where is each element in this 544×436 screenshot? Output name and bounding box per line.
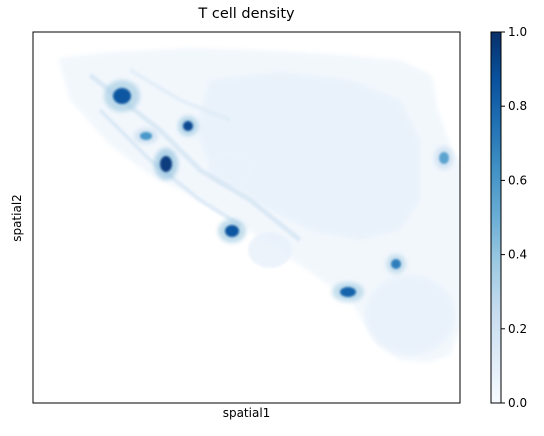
hotspot (113, 88, 131, 104)
tissue-lobe-left (208, 152, 252, 188)
hotspot (340, 287, 356, 297)
hotspot (439, 152, 449, 164)
tissue-lobe-lower-right (365, 275, 455, 355)
axes-frame (32, 31, 461, 404)
hotspot (225, 225, 239, 237)
chart-title: T cell density (198, 6, 295, 22)
hotspot (140, 132, 152, 140)
hotspot (183, 121, 193, 131)
colorbar-tick-label: 0.4 (508, 248, 527, 262)
colorbar-tick-label: 1.0 (508, 25, 527, 39)
tissue-layer (58, 48, 460, 362)
colorbar-tick-label: 0.0 (508, 396, 527, 410)
colorbar-tick-label: 0.8 (508, 99, 527, 113)
colorbar (490, 31, 502, 404)
tissue-lobe-mid (248, 232, 292, 268)
colorbar-tick-label: 0.2 (508, 322, 527, 336)
x-axis-label: spatial1 (222, 406, 271, 420)
hotspot (160, 156, 172, 172)
colorbar-tick-label: 0.6 (508, 173, 527, 187)
hotspot (391, 259, 401, 269)
tissue-streak-3 (128, 68, 231, 122)
tissue-streak-2 (98, 108, 242, 227)
tissue-streak-1 (88, 73, 302, 242)
